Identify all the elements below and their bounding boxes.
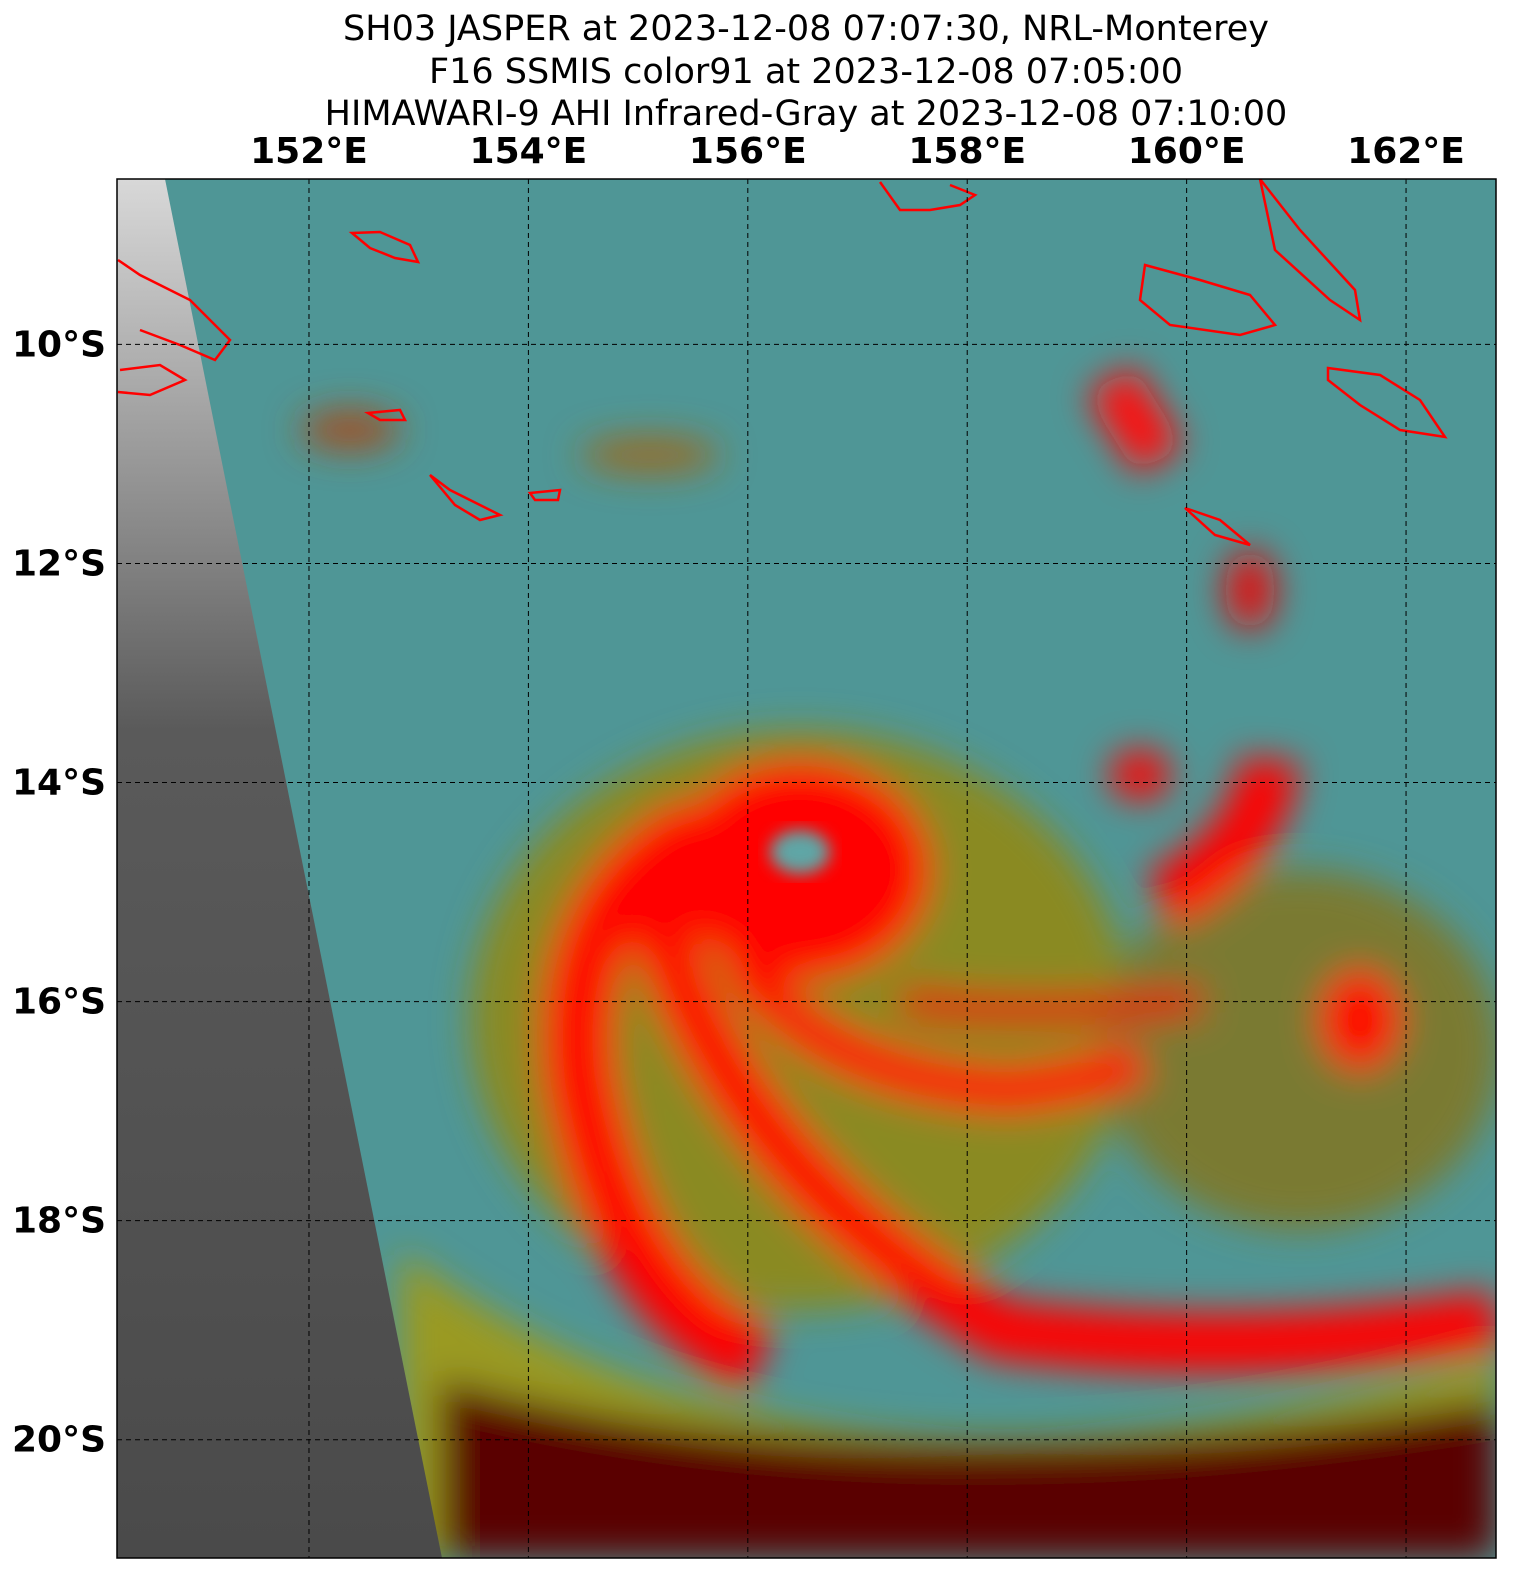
tick-labels: 152°E 154°E 156°E 158°E 160°E 162°E 10°S 12°S 14… [12,131,1465,1461]
y-tick-label: 10°S [12,324,106,365]
x-tick-label: 160°E [1128,131,1246,172]
x-tick-label: 162°E [1347,131,1465,172]
imagery [117,179,1496,1558]
title-line: SH03 JASPER at 2023-12-08 07:07:30, NRL-… [343,9,1269,49]
y-tick-label: 14°S [12,763,106,804]
y-tick-label: 18°S [12,1201,106,1242]
y-tick-label: 20°S [12,1420,106,1461]
x-tick-label: 156°E [689,131,807,172]
plot-frame [116,178,1497,1559]
y-tick-label: 16°S [12,982,106,1023]
x-tick-label: 158°E [908,131,1026,172]
y-tick-label: 12°S [12,543,106,584]
x-tick-label: 152°E [250,131,368,172]
grid [117,179,1496,1558]
title-line: F16 SSMIS color91 at 2023-12-08 07:05:00 [429,52,1183,92]
x-tick-label: 154°E [470,131,588,172]
title-line: HIMAWARI-9 AHI Infrared-Gray at 2023-12-… [325,94,1288,134]
